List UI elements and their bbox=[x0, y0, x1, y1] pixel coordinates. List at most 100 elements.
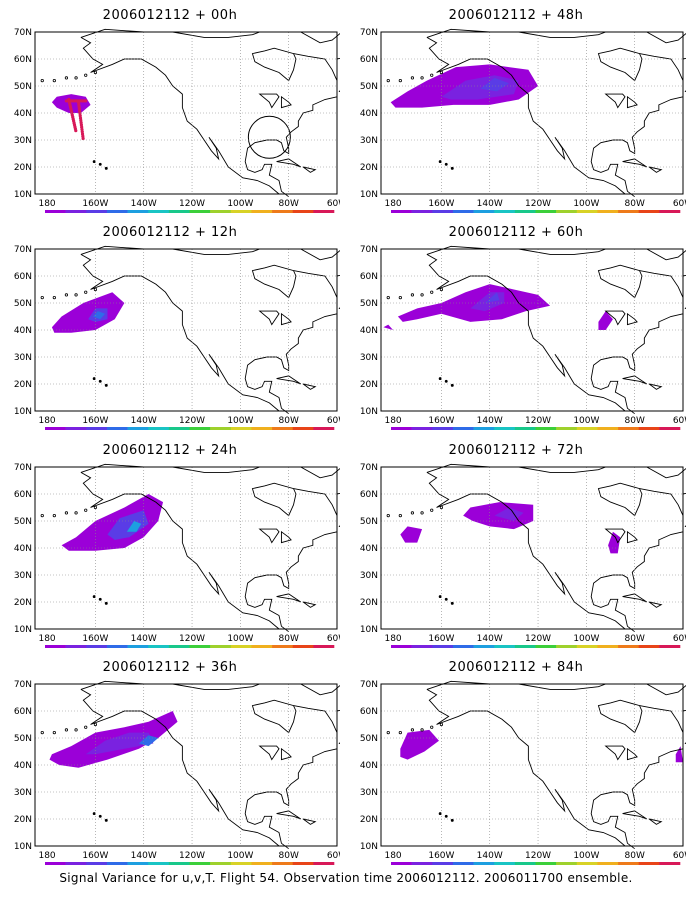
island bbox=[40, 296, 44, 300]
island bbox=[74, 293, 78, 297]
colorbar: 1.62.23.145.16.37.591114212940 bbox=[45, 862, 335, 865]
coastline-segment bbox=[302, 818, 317, 825]
lon-tick-label: 180 bbox=[384, 634, 401, 644]
panel-title: 2006012112 + 60h bbox=[448, 225, 584, 240]
island bbox=[74, 76, 78, 80]
map-84h: 70N 60N 50N 40N 30N 20N 10N 180 160W 140W 120W 100W… bbox=[360, 680, 686, 865]
coastline-segment bbox=[300, 248, 340, 277]
panel-title: 2006012112 + 48h bbox=[448, 8, 584, 23]
colorbar-swatch bbox=[86, 862, 108, 865]
colorbar-swatch bbox=[494, 645, 516, 648]
coastline-segment bbox=[302, 166, 317, 173]
panel-48h: 2006012112 + 48h 70N 60N 50N 40N 30N 20N 10N 18… bbox=[346, 8, 686, 213]
lat-tick-label: 50N bbox=[360, 517, 378, 527]
colorbar-swatch bbox=[452, 210, 474, 213]
coastline-segment bbox=[626, 312, 638, 326]
map-frame: 70N 60N 50N 40N 30N 20N 10N 180 160W 140W 120W 100W… bbox=[360, 463, 686, 644]
colorbar-swatch bbox=[432, 862, 454, 865]
island bbox=[64, 293, 69, 297]
lat-tick-label: 40N bbox=[360, 544, 378, 554]
lat-tick-label: 10N bbox=[14, 190, 32, 200]
lat-tick-label: 30N bbox=[360, 353, 378, 363]
colorbar-swatch bbox=[106, 862, 128, 865]
coastline-segment bbox=[648, 601, 663, 608]
coastline-segment bbox=[244, 270, 338, 415]
island-hawaii bbox=[450, 383, 454, 387]
map-24h: 70N 60N 50N 40N 30N 20N 10N 180 160W 140W 120W 100W… bbox=[14, 463, 340, 648]
colorbar-swatch bbox=[45, 645, 66, 648]
colorbar-swatch bbox=[272, 645, 294, 648]
colorbar-swatch bbox=[45, 210, 66, 213]
coastline bbox=[386, 28, 686, 198]
lon-tick-label: 180 bbox=[38, 851, 55, 861]
colorbar-swatch bbox=[391, 427, 412, 430]
coastline-segment bbox=[597, 699, 643, 734]
coastline-segment bbox=[244, 53, 338, 198]
coastline-segment bbox=[280, 312, 292, 326]
island-hawaii bbox=[438, 812, 442, 816]
colorbar: 1.62.23.145.16.37.591114212940 bbox=[45, 427, 335, 430]
colorbar-swatch bbox=[127, 862, 149, 865]
lon-tick-label: 100W bbox=[227, 416, 253, 426]
lat-tick-label: 20N bbox=[360, 380, 378, 390]
lat-tick-label: 30N bbox=[360, 788, 378, 798]
lon-tick-label: 100W bbox=[227, 851, 253, 861]
colorbar-swatch bbox=[597, 427, 619, 430]
island bbox=[386, 514, 390, 518]
island bbox=[410, 511, 415, 515]
colorbar-swatch bbox=[452, 862, 474, 865]
colorbar-swatch bbox=[411, 862, 433, 865]
lat-tick-label: 10N bbox=[14, 407, 32, 417]
coastline-segment bbox=[80, 463, 260, 473]
lon-tick-label: 180 bbox=[38, 634, 55, 644]
variance-contour bbox=[598, 311, 613, 330]
coastline bbox=[40, 245, 340, 415]
flight-track-point bbox=[84, 99, 88, 103]
colorbar-swatch bbox=[127, 210, 149, 213]
colorbar-swatch bbox=[210, 862, 232, 865]
colorbar-swatch bbox=[230, 862, 252, 865]
colorbar-swatch bbox=[45, 862, 66, 865]
lat-tick-label: 60N bbox=[14, 55, 32, 65]
coastline-segment bbox=[590, 488, 684, 633]
variance-contour bbox=[107, 510, 149, 540]
coastline-segment bbox=[684, 307, 686, 309]
coastline bbox=[386, 245, 686, 415]
map-frame: 70N 60N 50N 40N 30N 20N 10N 180 160W 140W 120W 100W… bbox=[14, 463, 340, 644]
coastline-segment bbox=[300, 683, 340, 712]
island bbox=[52, 731, 56, 735]
flight-track-point bbox=[81, 136, 85, 141]
lon-tick-label: 100W bbox=[227, 199, 253, 209]
coastline bbox=[40, 680, 340, 850]
colorbar-swatch bbox=[106, 427, 128, 430]
map-frame: 70N 60N 50N 40N 30N 20N 10N 180 160W 140W 120W 100W… bbox=[14, 245, 340, 426]
coastline-segment bbox=[258, 745, 280, 761]
island bbox=[386, 79, 390, 83]
colorbar-swatch bbox=[638, 427, 660, 430]
coastline-segment bbox=[426, 37, 626, 195]
variance-contour bbox=[608, 531, 621, 554]
coastline-segment bbox=[604, 93, 626, 109]
colorbar-swatch bbox=[535, 862, 557, 865]
colorbar-swatch bbox=[535, 427, 557, 430]
lat-tick-label: 40N bbox=[14, 544, 32, 554]
colorbar-swatch bbox=[452, 427, 474, 430]
panel-title: 2006012112 + 00h bbox=[102, 8, 238, 23]
lat-tick-label: 40N bbox=[360, 761, 378, 771]
coastline-segment bbox=[626, 95, 638, 109]
coastline-segment bbox=[646, 466, 686, 495]
lat-tick-label: 70N bbox=[14, 28, 32, 38]
island bbox=[64, 728, 69, 732]
colorbar-swatch bbox=[148, 645, 170, 648]
coastline-segment bbox=[426, 245, 606, 255]
lat-tick-label: 30N bbox=[360, 136, 378, 146]
colorbar-swatch bbox=[556, 210, 578, 213]
variance-field bbox=[400, 729, 683, 763]
coastline-segment bbox=[684, 90, 686, 92]
colorbar-swatch bbox=[65, 427, 87, 430]
coastline-segment bbox=[626, 747, 638, 761]
coastline-segment bbox=[622, 158, 648, 168]
colorbar-swatch bbox=[638, 210, 660, 213]
colorbar-swatch bbox=[638, 862, 660, 865]
colorbar-swatch bbox=[86, 210, 108, 213]
